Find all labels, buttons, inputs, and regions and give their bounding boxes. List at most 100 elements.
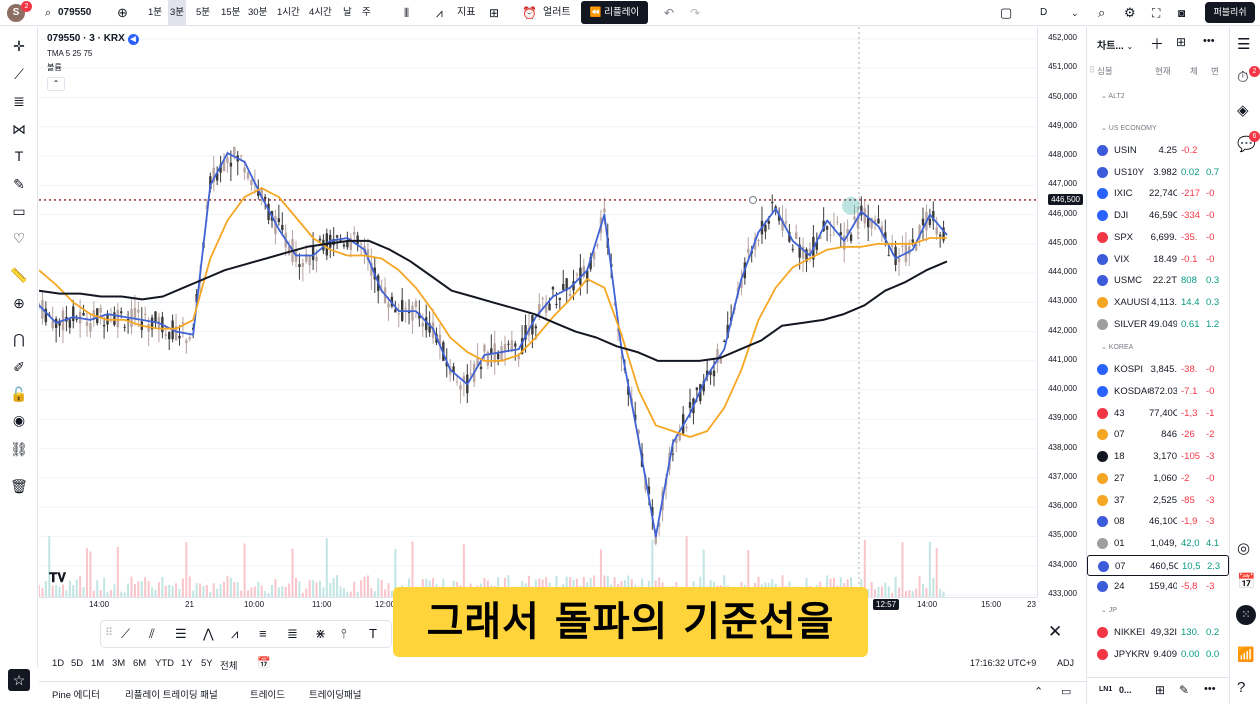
trash-icon[interactable]: 🗑 — [10, 478, 28, 494]
grid-icon[interactable]: ⊞ — [1155, 683, 1166, 697]
watchlist-row[interactable]: 01 1,049, 42,0 4.1 — [1087, 533, 1229, 554]
replay-button[interactable]: ⏪ 리플레이 — [581, 1, 648, 24]
chevron-up-icon[interactable]: ⌃ — [1034, 686, 1044, 698]
target-icon[interactable]: ◎ — [1237, 540, 1251, 557]
watchlist-row[interactable]: USMC 22.2T 808 0.3 — [1087, 270, 1229, 291]
watchlist-row[interactable]: 24 159,40 -5,8 -3 — [1087, 576, 1229, 597]
fib-tool-icon[interactable]: ☰ — [175, 626, 187, 641]
interval-0[interactable]: 1분 — [148, 7, 163, 18]
range-5D[interactable]: 5D — [71, 658, 84, 669]
watchlist-section-3[interactable]: ⌄ JP — [1101, 607, 1117, 614]
watchlist-row[interactable]: 27 1,060 -2 -0 — [1087, 468, 1229, 489]
alarm-icon[interactable]: ⏰ — [522, 6, 537, 20]
camera-icon[interactable]: ◙ — [1178, 6, 1186, 20]
crosshair-icon[interactable]: ✛ — [13, 38, 25, 54]
line-tool-icon[interactable]: ⟋ — [121, 626, 131, 641]
watchlist-row[interactable]: US10Y 3.982 0.02 0.7 — [1087, 162, 1229, 183]
watchlist-row[interactable]: 37 2,525 -85 -3 — [1087, 490, 1229, 511]
bottom-tab-0[interactable]: Pine 에디터 — [52, 690, 100, 701]
eye-icon[interactable]: ◉ — [12, 412, 26, 428]
watchlist-row[interactable]: 43 77,40C -1,3 -1 — [1087, 403, 1229, 424]
zigzag-tool-icon[interactable]: ⋀ — [203, 626, 214, 641]
col-last[interactable]: 현재 — [1155, 66, 1171, 76]
watchlist-icon[interactable]: ☰ — [1237, 36, 1251, 53]
range-3M[interactable]: 3M — [112, 658, 126, 669]
text-tool-icon[interactable]: T — [369, 626, 377, 641]
watchlist-row[interactable]: JPYKRW 9.409 0.00 0.0 — [1087, 644, 1229, 665]
watchlist-row[interactable]: 07 460,5C 10,5 2.3 — [1087, 554, 1229, 576]
ruler-icon[interactable]: 📏 — [10, 267, 28, 283]
more-icon[interactable]: ••• — [1203, 35, 1215, 47]
drag-handle-icon[interactable]: ⠿ — [105, 627, 114, 639]
watchlist-row[interactable]: SILVER 49.049 0.61 1.2 — [1087, 314, 1229, 335]
cross-tool-icon[interactable]: ⋇ — [315, 626, 326, 641]
indicators-icon[interactable]: ⩘ — [436, 6, 443, 20]
range-전체[interactable]: 전체 — [220, 661, 238, 672]
watchlist-row[interactable]: 08 46,10C -1,9 -3 — [1087, 511, 1229, 532]
watchlist-section-1[interactable]: ⌄ US ECONOMY — [1101, 125, 1157, 132]
more-icon[interactable]: ••• — [1204, 683, 1216, 695]
channel-tool-icon[interactable]: ⫽ — [149, 626, 155, 641]
watchlist-row[interactable]: 18 3,170 -105 -3 — [1087, 446, 1229, 467]
watchlist-section-2[interactable]: ⌄ KOREA — [1101, 344, 1134, 352]
redo-icon[interactable]: ↷ — [690, 6, 701, 20]
price-chart[interactable] — [39, 27, 1037, 597]
templates-icon[interactable]: ⊞ — [489, 6, 500, 20]
wave-tool-icon[interactable]: ⩘ — [231, 626, 239, 641]
range-1D[interactable]: 1D — [52, 658, 65, 669]
watchlist-row[interactable]: USIN 4.25 -0.2 — [1087, 140, 1229, 161]
lock-icon[interactable]: 🔓 — [10, 386, 28, 402]
publish-button[interactable]: 퍼블리쉬 — [1205, 2, 1255, 23]
watchlist-row[interactable]: 07 846 -26 -2 — [1087, 424, 1229, 445]
pattern-icon[interactable]: ⋈ — [12, 121, 26, 137]
maximize-icon[interactable]: ▭ — [1061, 686, 1072, 698]
watchlist-row[interactable]: IXIC 22,74C -217 -0 — [1087, 183, 1229, 204]
alarm-icon[interactable]: ⏱ — [1237, 69, 1249, 86]
range-6M[interactable]: 6M — [133, 658, 147, 669]
range-1M[interactable]: 1M — [91, 658, 105, 669]
bottom-tab-1[interactable]: 리플레이 트레이딩 패널 — [125, 690, 218, 701]
adj-button[interactable]: ADJ — [1057, 658, 1075, 668]
avatar[interactable]: S — [7, 4, 25, 22]
favorite-star-icon[interactable]: ☆ — [8, 669, 30, 691]
watchlist-row[interactable]: KOSPI 3,845. -38. -0 — [1087, 359, 1229, 380]
indicators-button[interactable]: 지표 — [457, 7, 476, 18]
fullscreen-icon[interactable]: ⛶ — [1152, 6, 1161, 20]
range-tool-icon[interactable]: ≡ — [259, 626, 267, 641]
range-1Y[interactable]: 1Y — [181, 658, 193, 669]
add-symbol-icon[interactable]: ⊕ — [117, 5, 128, 20]
interval-2[interactable]: 5분 — [196, 7, 211, 18]
watchlist-row[interactable]: NIKKEI 49,32I 130. 0.2 — [1087, 622, 1229, 643]
text-tool-icon[interactable]: T — [14, 148, 24, 164]
annotation-icon[interactable]: ▭ — [12, 203, 26, 219]
interval-3[interactable]: 15분 — [221, 7, 241, 18]
edit-icon[interactable]: ✎ — [1179, 683, 1190, 697]
col-change[interactable]: 체 — [1190, 66, 1198, 76]
candle-type-icon[interactable]: ⫴ — [404, 6, 410, 20]
interval-7[interactable]: 날 — [343, 7, 352, 18]
range-button[interactable]: D — [1040, 7, 1048, 18]
apps-icon[interactable]: ⁙ — [1236, 605, 1256, 625]
calendar-icon[interactable]: 📅 — [1237, 573, 1256, 590]
fib-icon[interactable]: ≣ — [13, 93, 25, 109]
watchlist-row[interactable]: VIX 18.49 -0.1 -0 — [1087, 249, 1229, 270]
help-icon[interactable]: ? — [1237, 679, 1246, 696]
heart-icon[interactable]: ♡ — [12, 230, 26, 246]
broadcast-icon[interactable]: 📶 — [1237, 646, 1255, 662]
interval-6[interactable]: 4시간 — [309, 7, 332, 18]
alert-button[interactable]: 얼러트 — [543, 7, 571, 18]
close-icon[interactable]: ✕ — [1048, 622, 1063, 641]
bottom-tab-2[interactable]: 트레이드 — [250, 690, 285, 701]
bottom-tab-3[interactable]: 트레이딩패널 — [309, 690, 362, 701]
footer-symbol[interactable]: 0... — [1119, 685, 1132, 695]
settings-icon[interactable]: ⚙ — [1124, 5, 1136, 20]
brush-icon[interactable]: ✎ — [13, 176, 25, 192]
search-icon[interactable]: ⌕ — [45, 7, 52, 19]
arrow-tool-icon[interactable]: ⫯ — [341, 626, 347, 641]
range-5Y[interactable]: 5Y — [201, 658, 213, 669]
watchlist-row[interactable]: SPX 6,699. -35. -0 — [1087, 227, 1229, 248]
lock-drawing-icon[interactable]: ✐ — [13, 359, 25, 375]
layers-icon[interactable]: ◈ — [1237, 102, 1249, 119]
range-YTD[interactable]: YTD — [155, 658, 174, 669]
collapse-legend-icon[interactable]: ⌃ — [47, 77, 65, 91]
